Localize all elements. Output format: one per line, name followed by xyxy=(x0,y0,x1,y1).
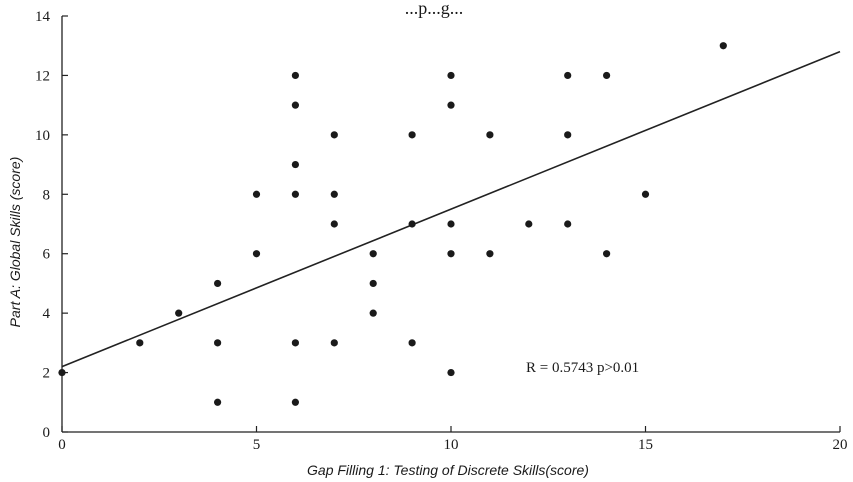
data-point xyxy=(447,71,455,80)
data-point xyxy=(408,131,416,139)
data-point xyxy=(330,339,338,347)
data-point xyxy=(447,220,455,228)
x-tick-label: 15 xyxy=(638,437,653,453)
data-point xyxy=(641,190,650,198)
data-point xyxy=(447,250,455,258)
data-point xyxy=(330,131,338,139)
data-point xyxy=(291,71,299,80)
data-point xyxy=(291,339,299,347)
data-point xyxy=(564,131,572,139)
data-point xyxy=(486,131,494,139)
data-point xyxy=(603,250,611,258)
data-point xyxy=(214,339,222,347)
data-point xyxy=(408,339,416,347)
x-tick-label: 20 xyxy=(833,437,848,453)
x-axis-label: Gap Filling 1: Testing of Discrete Skill… xyxy=(307,462,589,478)
y-axis-label: Part A: Global Skills (score) xyxy=(7,157,23,328)
y-tick-label: 12 xyxy=(35,68,50,84)
data-point xyxy=(252,190,261,198)
data-point xyxy=(291,160,299,169)
y-tick-label: 2 xyxy=(43,366,51,382)
data-point xyxy=(564,71,572,80)
x-tick-label: 5 xyxy=(253,437,261,453)
data-point xyxy=(214,398,222,406)
data-point xyxy=(291,101,299,109)
data-point xyxy=(330,220,338,228)
data-point xyxy=(408,220,416,228)
data-point xyxy=(175,309,183,317)
data-point xyxy=(330,190,338,198)
correlation-annotation: R = 0.5743 p>0.01 xyxy=(526,360,639,376)
data-point xyxy=(58,368,66,377)
y-tick-label: 8 xyxy=(43,187,51,203)
data-point xyxy=(719,42,727,50)
trendline xyxy=(61,50,841,368)
data-point xyxy=(486,250,494,258)
axes: 0 2 4 6 8 10 12 14 0 5 10 15 20 xyxy=(35,9,848,453)
data-point xyxy=(525,220,533,228)
data-point xyxy=(291,398,299,406)
data-point xyxy=(136,339,144,347)
data-point xyxy=(447,101,455,109)
y-tick-label: 0 xyxy=(43,425,51,441)
chart-title-fragment: ...p...g... xyxy=(405,0,464,18)
data-point xyxy=(564,220,572,228)
data-point xyxy=(447,368,455,377)
y-tick-label: 4 xyxy=(43,306,51,322)
y-tick-label: 6 xyxy=(43,247,51,263)
data-point xyxy=(214,279,222,288)
data-point xyxy=(291,190,299,198)
y-tick-label: 10 xyxy=(35,128,50,144)
data-point xyxy=(369,250,377,258)
data-point xyxy=(369,279,377,288)
data-point xyxy=(603,71,611,80)
x-tick-label: 10 xyxy=(444,437,459,453)
y-tick-label: 14 xyxy=(35,9,51,25)
trendline-group xyxy=(61,50,841,368)
data-point xyxy=(369,309,377,317)
data-point xyxy=(252,250,261,258)
data-points xyxy=(58,42,727,406)
x-tick-label: 0 xyxy=(58,437,66,453)
